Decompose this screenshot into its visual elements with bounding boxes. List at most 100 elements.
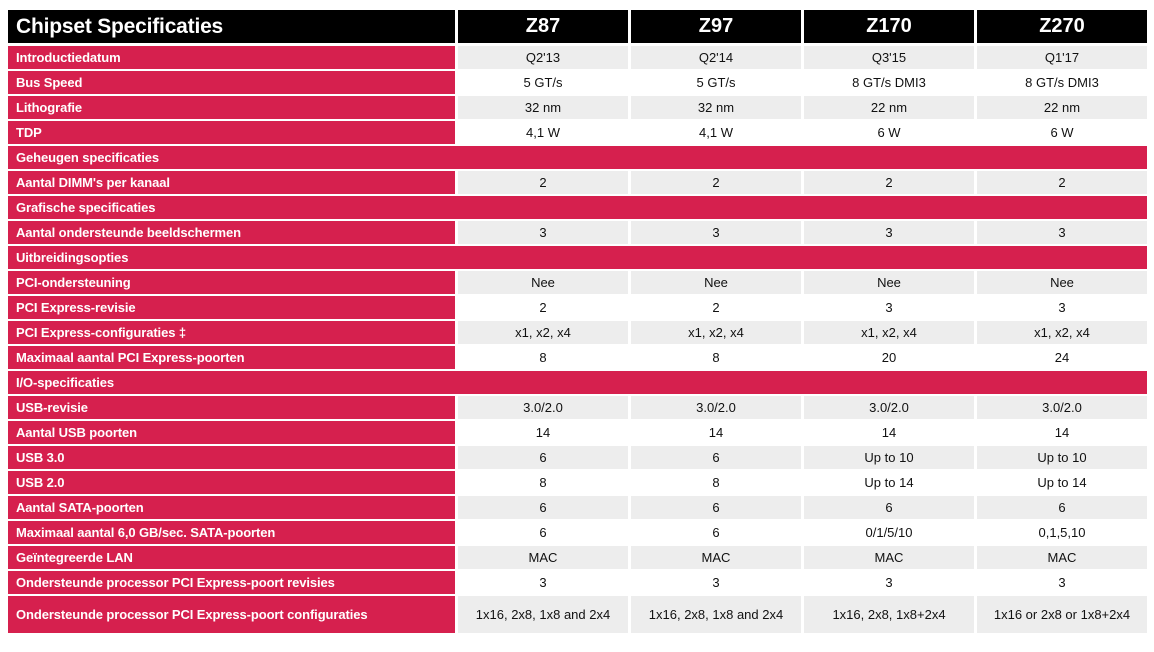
value-cell: 3 xyxy=(977,296,1147,319)
value-cell: 3 xyxy=(977,571,1147,594)
row-label: PCI-ondersteuning xyxy=(8,271,455,294)
value-cell: 8 xyxy=(458,471,628,494)
chipset-spec-table: Chipset Specificaties Z87 Z97 Z170 Z270 … xyxy=(8,10,1147,633)
value-cell: 3.0/2.0 xyxy=(631,396,801,419)
value-cell: 22 nm xyxy=(804,96,974,119)
value-cell: Q2'14 xyxy=(631,46,801,69)
value-cell: 3 xyxy=(458,571,628,594)
value-cell: 2 xyxy=(804,171,974,194)
table-row: USB-revisie 3.0/2.0 3.0/2.0 3.0/2.0 3.0/2.0 xyxy=(8,396,1147,419)
value-cell: 20 xyxy=(804,346,974,369)
value-cell: 1x16, 2x8, 1x8 and 2x4 xyxy=(631,596,801,633)
table-row: Aantal SATA-poorten 6 6 6 6 xyxy=(8,496,1147,519)
value-cell: 3.0/2.0 xyxy=(458,396,628,419)
value-cell: Up to 14 xyxy=(977,471,1147,494)
value-cell: 6 xyxy=(977,496,1147,519)
column-header-z87: Z87 xyxy=(458,10,628,43)
value-cell: 1x16, 2x8, 1x8+2x4 xyxy=(804,596,974,633)
value-cell: x1, x2, x4 xyxy=(977,321,1147,344)
value-cell: 6 W xyxy=(804,121,974,144)
table-row: Maximaal aantal 6,0 GB/sec. SATA-poorten… xyxy=(8,521,1147,544)
value-cell: MAC xyxy=(631,546,801,569)
value-cell: 0/1/5/10 xyxy=(804,521,974,544)
table-row: Lithografie 32 nm 32 nm 22 nm 22 nm xyxy=(8,96,1147,119)
value-cell: 3 xyxy=(631,221,801,244)
value-cell: Nee xyxy=(804,271,974,294)
table-header: Chipset Specificaties Z87 Z97 Z170 Z270 xyxy=(8,10,1147,43)
value-cell: 6 xyxy=(631,446,801,469)
value-cell: 3 xyxy=(804,296,974,319)
value-cell: Q2'13 xyxy=(458,46,628,69)
value-cell: 8 xyxy=(631,346,801,369)
row-label: Geïntegreerde LAN xyxy=(8,546,455,569)
table-row: Geïntegreerde LAN MAC MAC MAC MAC xyxy=(8,546,1147,569)
row-label: USB 2.0 xyxy=(8,471,455,494)
value-cell: Up to 10 xyxy=(804,446,974,469)
value-cell: Up to 10 xyxy=(977,446,1147,469)
value-cell: 24 xyxy=(977,346,1147,369)
row-label: USB-revisie xyxy=(8,396,455,419)
value-cell: x1, x2, x4 xyxy=(458,321,628,344)
table-row: USB 2.0 8 8 Up to 14 Up to 14 xyxy=(8,471,1147,494)
row-label: Introductiedatum xyxy=(8,46,455,69)
value-cell: MAC xyxy=(458,546,628,569)
value-cell: 6 xyxy=(631,521,801,544)
value-cell: 32 nm xyxy=(458,96,628,119)
row-label: Aantal USB poorten xyxy=(8,421,455,444)
table-row: Aantal ondersteunde beeldschermen 3 3 3 3 xyxy=(8,221,1147,244)
table-row: PCI-ondersteuning Nee Nee Nee Nee xyxy=(8,271,1147,294)
value-cell: 3 xyxy=(631,571,801,594)
value-cell: 3 xyxy=(977,221,1147,244)
value-cell: 14 xyxy=(631,421,801,444)
table-row: Maximaal aantal PCI Express-poorten 8 8 20 2… xyxy=(8,346,1147,369)
value-cell: 0,1,5,10 xyxy=(977,521,1147,544)
row-label: Ondersteunde processor PCI Express-poort… xyxy=(8,596,455,633)
value-cell: 3 xyxy=(804,571,974,594)
value-cell: 2 xyxy=(458,296,628,319)
value-cell: 8 xyxy=(631,471,801,494)
table-row: USB 3.0 6 6 Up to 10 Up to 10 xyxy=(8,446,1147,469)
page-title: Chipset Specificaties xyxy=(8,10,455,43)
value-cell: 2 xyxy=(631,171,801,194)
table-row: Introductiedatum Q2'13 Q2'14 Q3'15 Q1'17 xyxy=(8,46,1147,69)
table-row: Ondersteunde processor PCI Express-poort… xyxy=(8,571,1147,594)
value-cell: Nee xyxy=(631,271,801,294)
value-cell: 3 xyxy=(458,221,628,244)
table-row: Aantal USB poorten 14 14 14 14 xyxy=(8,421,1147,444)
value-cell: MAC xyxy=(977,546,1147,569)
value-cell: 8 xyxy=(458,346,628,369)
value-cell: 4,1 W xyxy=(631,121,801,144)
table-row: PCI Express-revisie 2 2 3 3 xyxy=(8,296,1147,319)
value-cell: 3.0/2.0 xyxy=(977,396,1147,419)
value-cell: 8 GT/s DMI3 xyxy=(977,71,1147,94)
value-cell: 14 xyxy=(458,421,628,444)
value-cell: Q3'15 xyxy=(804,46,974,69)
value-cell: x1, x2, x4 xyxy=(804,321,974,344)
value-cell: Nee xyxy=(977,271,1147,294)
row-label: Aantal DIMM's per kanaal xyxy=(8,171,455,194)
value-cell: 6 xyxy=(458,521,628,544)
table-row: Aantal DIMM's per kanaal 2 2 2 2 xyxy=(8,171,1147,194)
value-cell: Q1'17 xyxy=(977,46,1147,69)
value-cell: 14 xyxy=(804,421,974,444)
value-cell: 1x16, 2x8, 1x8 and 2x4 xyxy=(458,596,628,633)
value-cell: 6 xyxy=(631,496,801,519)
value-cell: 5 GT/s xyxy=(458,71,628,94)
row-label: Maximaal aantal 6,0 GB/sec. SATA-poorten xyxy=(8,521,455,544)
value-cell: 4,1 W xyxy=(458,121,628,144)
section-header: Uitbreidingsopties xyxy=(8,246,1147,269)
value-cell: 22 nm xyxy=(977,96,1147,119)
section-header: Grafische specificaties xyxy=(8,196,1147,219)
value-cell: 2 xyxy=(631,296,801,319)
column-header-z97: Z97 xyxy=(631,10,801,43)
value-cell: 32 nm xyxy=(631,96,801,119)
value-cell: 6 xyxy=(458,446,628,469)
section-header: Geheugen specificaties xyxy=(8,146,1147,169)
value-cell: x1, x2, x4 xyxy=(631,321,801,344)
value-cell: MAC xyxy=(804,546,974,569)
table-body: Introductiedatum Q2'13 Q2'14 Q3'15 Q1'17 Bus … xyxy=(8,46,1147,633)
section-header: I/O-specificaties xyxy=(8,371,1147,394)
row-label: Ondersteunde processor PCI Express-poort… xyxy=(8,571,455,594)
row-label: PCI Express-configuraties ‡ xyxy=(8,321,455,344)
